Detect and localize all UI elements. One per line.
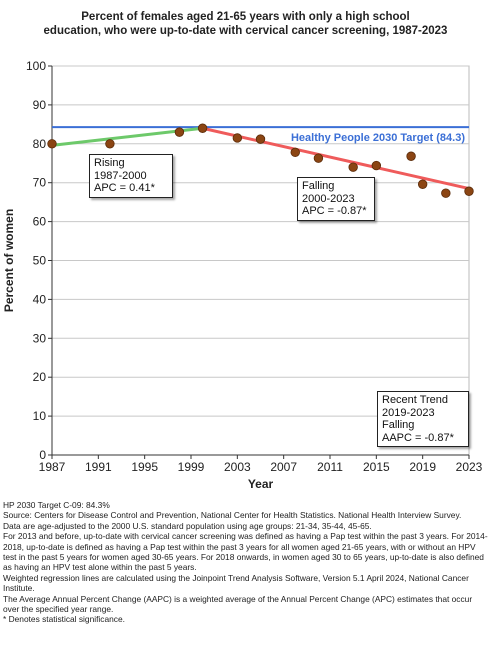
y-tick-label: 80 — [33, 137, 47, 151]
y-tick-label: 50 — [33, 254, 47, 268]
footnote-significance: * Denotes statistical significance. — [3, 614, 125, 625]
recent-trend-title: Recent Trend — [382, 394, 449, 406]
footnote-source: Source: Centers for Disease Control and … — [3, 510, 462, 521]
footnotes: HP 2030 Target C-09: 84.3% Source: Cente… — [3, 500, 489, 625]
footnote-target: HP 2030 Target C-09: 84.3% — [3, 500, 110, 510]
data-point — [174, 127, 185, 137]
target-layer: Healthy People 2030 Target (84.3) — [52, 126, 469, 144]
chart-title-line-2: education, who were up-to-date with cerv… — [43, 25, 448, 37]
x-axis-title: Year — [248, 477, 274, 491]
x-tick-label: 2011 — [317, 460, 343, 474]
recent-trend-range: 2019-2023 — [382, 406, 435, 419]
x-tick-label: 2023 — [456, 460, 483, 474]
footnote-regression: Weighted regression lines are calculated… — [3, 572, 469, 594]
axes — [48, 65, 470, 459]
y-tick-label: 90 — [33, 98, 47, 112]
falling-annotation-title: Falling — [302, 180, 335, 192]
x-tick-label: 2003 — [224, 460, 251, 474]
data-point — [348, 162, 358, 172]
y-tick-label: 10 — [33, 409, 47, 423]
chart-plot: Healthy People 2030 Target (84.3) 0 10 20 3… — [2, 59, 483, 491]
x-tick-label: 1987 — [39, 460, 66, 474]
recent-trend-annotation: Recent Trend 2019-2023 Falling AAPC = -0… — [377, 391, 469, 447]
y-tick-label: 60 — [33, 215, 47, 229]
footnote-age-adjustment: Data are age-adjusted to the 2000 U.S. s… — [3, 520, 372, 531]
data-point — [255, 134, 266, 144]
data-point — [371, 160, 382, 171]
falling-annotation: Falling 2000-2023 APC = -0.87* — [297, 177, 375, 221]
falling-annotation-range: 2000-2023 — [302, 192, 355, 205]
recent-trend-aapc: AAPC = -0.87* — [382, 431, 454, 444]
data-points — [47, 123, 474, 198]
data-point — [313, 153, 324, 163]
recent-trend-direction: Falling — [382, 419, 415, 431]
rising-annotation-title: Rising — [94, 157, 125, 169]
y-tick-label: 0 — [39, 448, 46, 462]
grid-lines — [51, 65, 470, 456]
data-point — [406, 151, 416, 161]
y-axis-title: Percent of women — [2, 209, 16, 312]
x-tick-label: 2019 — [409, 460, 436, 474]
data-point — [441, 188, 451, 198]
data-point — [197, 123, 208, 133]
y-tick-label: 20 — [33, 370, 47, 384]
data-point — [105, 139, 115, 149]
chart-title: Percent of females aged 21-65 years with… — [20, 10, 471, 38]
chart-title-line-1: Percent of females aged 21-65 years with… — [81, 11, 410, 23]
rising-annotation-range: 1987-2000 — [94, 169, 147, 182]
y-tick-label: 30 — [33, 331, 47, 345]
y-tick-label: 100 — [26, 59, 46, 73]
axis-labels: 0 10 20 30 40 50 60 70 80 90 100 1987 1991 1995 1999 20… — [2, 59, 483, 491]
footnote-aapc: The Average Annual Percent Change (AAPC)… — [3, 593, 473, 615]
x-tick-label: 1999 — [178, 460, 205, 474]
rising-annotation-apc: APC = 0.41* — [94, 182, 155, 194]
data-point — [232, 133, 243, 143]
rising-annotation: Rising 1987-2000 APC = 0.41* — [89, 154, 173, 198]
data-point — [464, 186, 474, 196]
trend-line-falling — [201, 126, 471, 191]
x-tick-label: 1991 — [85, 460, 112, 474]
x-tick-label: 2015 — [363, 460, 390, 474]
x-tick-label: 1995 — [131, 460, 158, 474]
footnote-definition: For 2013 and before, up-to-date with cer… — [3, 531, 488, 573]
data-point — [290, 147, 300, 158]
data-point — [417, 179, 428, 189]
y-tick-label: 70 — [33, 176, 47, 190]
x-tick-label: 2007 — [270, 460, 297, 474]
target-label: Healthy People 2030 Target (84.3) — [291, 132, 465, 144]
data-point — [47, 139, 57, 149]
y-tick-label: 40 — [33, 292, 47, 306]
falling-annotation-apc: APC = -0.87* — [302, 205, 367, 217]
